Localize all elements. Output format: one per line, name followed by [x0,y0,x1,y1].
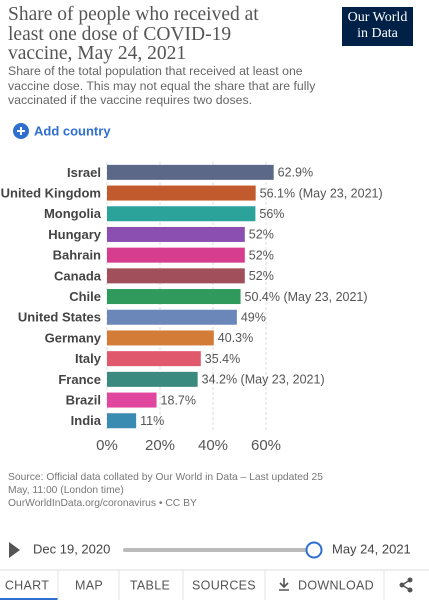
x-tick-label: 0% [96,437,118,454]
bar [107,164,274,180]
bar [107,330,214,346]
value-label: 35.4% [205,352,240,366]
add-icon-plus [17,127,25,135]
value-label: 34.2% (May 23, 2021) [202,373,325,387]
bar [107,351,201,367]
value-label: 52% [249,269,274,283]
bar [107,392,157,408]
category-label: France [58,372,101,387]
subtitle: Share of the total population that recei… [8,64,316,107]
share-icon [407,587,413,593]
timeline-end: May 24, 2021 [332,541,411,556]
category-label: Chile [69,289,101,304]
value-label: 18.7% [161,393,196,407]
value-label: 40.3% [218,331,253,345]
bar [107,413,137,429]
logo-line: Our World [347,10,408,25]
timeline-start: Dec 19, 2020 [33,541,110,556]
value-label: 50.4% (May 23, 2021) [245,290,368,304]
share-button[interactable] [399,577,413,593]
bar [107,371,198,387]
value-label: 52% [249,248,274,262]
source-line: OurWorldInData.org/coronavirus • CC BY [8,498,197,509]
value-label: 52% [249,228,274,242]
category-label: Italy [75,351,102,366]
share-icon [407,577,413,583]
share-icon [399,582,405,588]
tab[interactable]: SOURCES [192,578,256,592]
value-label: 56.1% (May 23, 2021) [260,186,383,200]
tab[interactable]: DOWNLOAD [298,578,374,592]
category-label: United States [18,310,101,325]
category-label: Bahrain [53,248,101,263]
logo[interactable]: Our World in Data [342,7,413,46]
category-label: Hungary [48,227,102,242]
chart-title: Share of people who received at least on… [8,4,259,64]
x-tick-label: 60% [251,437,281,454]
value-label: 49% [241,311,266,325]
x-tick-label: 40% [198,437,228,454]
bar [107,185,256,201]
bar [107,206,256,222]
category-label: United Kingdom [1,185,101,200]
bar [107,226,245,242]
timeline-handle[interactable] [305,541,323,559]
category-label: Israel [67,165,101,180]
value-label: 62.9% [278,166,313,180]
value-label: 11% [140,414,164,428]
x-tick-label: 20% [145,437,175,454]
category-label: Mongolia [44,206,102,221]
play-button[interactable] [9,542,20,558]
tab[interactable]: TABLE [130,578,170,592]
category-label: Canada [54,268,102,283]
category-label: Germany [45,330,102,345]
add-country-label: Add country [34,123,111,138]
value-label: 56% [259,207,284,221]
bar [107,268,245,284]
category-label: Brazil [66,392,101,407]
category-label: India [71,413,102,428]
source-line: Source: Official data collated by Our Wo… [8,472,324,496]
bar [107,309,237,325]
add-country[interactable]: Add country [13,123,111,139]
tab[interactable]: CHART [5,578,49,592]
source: Source: Official data collated by Our Wo… [8,471,338,510]
bar [107,289,241,305]
tab[interactable]: MAP [75,578,103,592]
download-icon [279,578,289,591]
bar [107,247,245,263]
logo-line: in Data [357,26,398,41]
